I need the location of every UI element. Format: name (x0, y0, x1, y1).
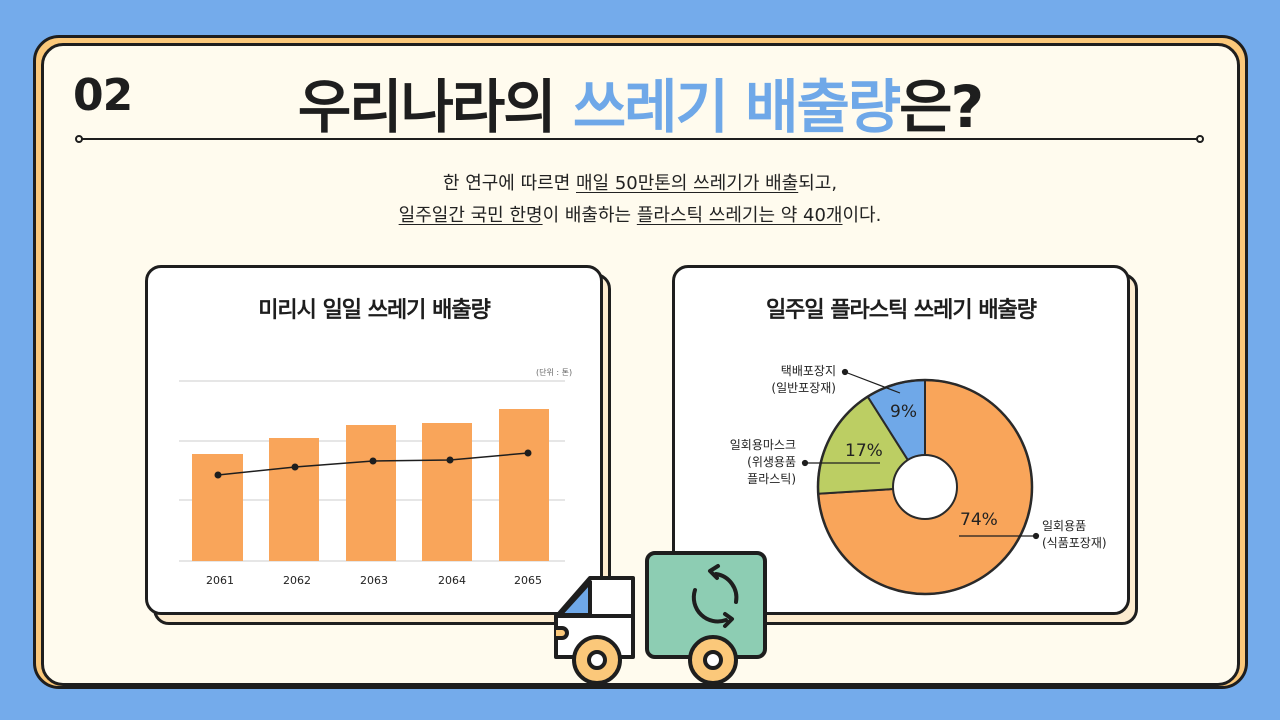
x-tick-2063: 2063 (360, 574, 388, 587)
divider-dot-right (1196, 135, 1204, 143)
bars (192, 409, 549, 561)
pct-masks: 17% (845, 441, 883, 461)
bar-chart-title: 미리시 일일 쓰레기 배출량 (258, 298, 491, 323)
x-tick-2065: 2065 (514, 574, 542, 587)
label-masks: 일회용마스크 (위생용품 플라스틱) (729, 438, 796, 486)
subtitle-line-2: 일주일간 국민 한명이 배출하는 플라스틱 쓰레기는 약 40개이다. (398, 205, 882, 226)
title-prefix: 우리나라의 (297, 73, 573, 141)
title-divider (80, 138, 1200, 140)
bar-2065 (499, 409, 549, 561)
trend-points (214, 449, 532, 479)
subtitle: 한 연구에 따르면 매일 50만톤의 쓰레기가 배출되고, 일주일간 국민 한명… (0, 168, 1280, 232)
label-packaging: 택배포장지 (일반포장재) (771, 364, 836, 395)
subtitle-line-1: 한 연구에 따르면 매일 50만톤의 쓰레기가 배출되고, (442, 173, 838, 194)
donut-chart-title: 일주일 플라스틱 쓰레기 배출량 (765, 298, 1037, 323)
subtitle-highlight-1: 매일 50만톤의 쓰레기가 배출 (576, 173, 799, 194)
bar-chart (179, 380, 565, 562)
bar-2062 (269, 438, 319, 561)
bar-2064 (422, 423, 472, 561)
bar-2063 (346, 425, 396, 561)
unit-label: (단위 : 톤) (536, 368, 573, 377)
x-tick-2061: 2061 (206, 574, 234, 587)
title-accent: 쓰레기 배출량 (572, 73, 901, 141)
label-disposables: 일회용품 (식품포장재) (1042, 519, 1107, 550)
subtitle-highlight-3: 플라스틱 쓰레기는 약 40개 (636, 205, 843, 226)
divider-dot-left (75, 135, 83, 143)
bar-chart-card: 미리시 일일 쓰레기 배출량 (단위 : 톤) 2061 2062 2063 2… (145, 265, 603, 615)
x-tick-2064: 2064 (438, 574, 466, 587)
bar-2061 (192, 454, 243, 561)
title-suffix: 은? (899, 73, 984, 141)
slide-number: 02 (73, 70, 133, 121)
page-title: 우리나라의 쓰레기 배출량은? (0, 60, 1280, 144)
x-tick-2062: 2062 (283, 574, 311, 587)
pct-disposables: 74% (960, 510, 998, 530)
subtitle-highlight-2: 일주일간 국민 한명 (398, 205, 543, 226)
pct-packaging: 9% (890, 402, 917, 422)
